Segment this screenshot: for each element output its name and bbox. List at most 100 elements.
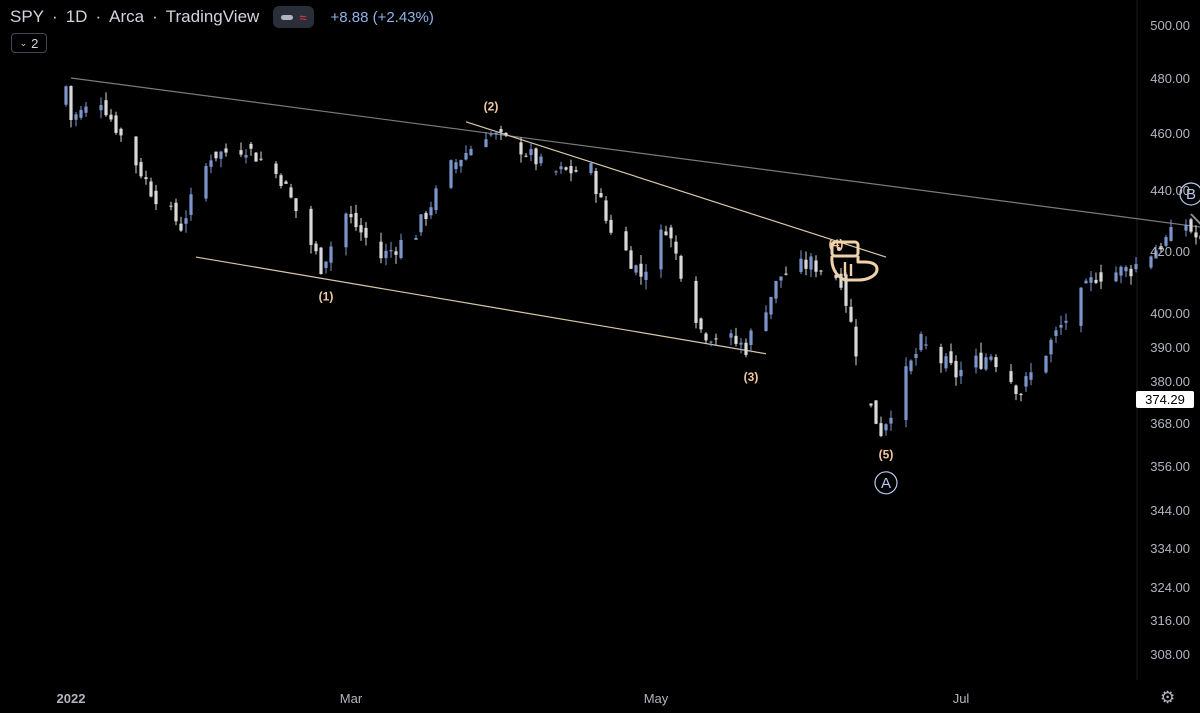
candle-body: [279, 175, 283, 186]
candle-body: [519, 142, 523, 155]
candles: [64, 85, 1200, 438]
candle-body: [104, 100, 108, 116]
candle-body: [874, 400, 878, 424]
price-tick-label: 400.00: [1150, 306, 1190, 321]
candle-body: [559, 166, 563, 170]
candle-body: [814, 260, 818, 272]
time-tick-label: 2022: [57, 691, 86, 706]
candle-body: [324, 261, 328, 269]
candle-body: [189, 194, 193, 215]
candle-body: [714, 338, 718, 340]
candle-body: [679, 255, 683, 279]
candle-body: [1189, 219, 1193, 232]
candle-body: [454, 162, 458, 170]
candle-body: [844, 274, 848, 306]
candle-body: [809, 256, 813, 270]
candle-body: [1049, 339, 1053, 355]
price-axis: 500.00 480.00 460.00 440.00 420.00 400.00 390.…: [1150, 18, 1190, 662]
candle-body: [944, 356, 948, 369]
candle-body: [564, 167, 568, 170]
candle-body: [354, 212, 358, 228]
candle-body: [634, 265, 638, 273]
candle-body: [179, 223, 183, 231]
candle-body: [239, 150, 243, 155]
candle-body: [389, 250, 393, 252]
candle-body: [74, 114, 78, 120]
candle-body: [1094, 279, 1098, 283]
candle-body: [109, 114, 113, 120]
candle-body: [1134, 264, 1138, 270]
candle-body: [84, 106, 88, 113]
wave-labels: (1)(2)(3)(4)(5)AB12345(1)(2): [319, 100, 1200, 495]
trendline-wave-zigzag[interactable]: [1190, 213, 1200, 517]
candle-body: [879, 423, 883, 436]
trendline-channel-upper-1[interactable]: [465, 121, 887, 258]
candle-body: [729, 333, 733, 338]
market-status-pill[interactable]: ≈: [273, 6, 315, 28]
price-tick-label: 480.00: [1150, 71, 1190, 86]
symbol-label[interactable]: SPY: [10, 7, 45, 26]
candle-body: [884, 424, 888, 431]
wave-label-circle: A: [881, 475, 891, 492]
gear-icon[interactable]: ⚙: [1160, 688, 1176, 707]
candle-body: [504, 132, 508, 136]
candle-body: [914, 354, 918, 358]
candle-body: [449, 160, 453, 188]
candle-body: [494, 132, 498, 135]
price-tick-label: 440.00: [1150, 183, 1190, 198]
candle-body: [394, 251, 398, 255]
candle-body: [1014, 385, 1018, 394]
indicators-toggle-button[interactable]: ⌄ 2: [11, 33, 47, 53]
candle-body: [594, 171, 598, 195]
candle-body: [1169, 227, 1173, 241]
price-tick-label: 334.00: [1150, 541, 1190, 556]
candle-body: [624, 231, 628, 251]
trendline-major-resistance[interactable]: [70, 77, 1200, 313]
candle-body: [294, 198, 298, 212]
candle-body: [744, 342, 748, 355]
candle-body: [974, 355, 978, 368]
candle-body: [1164, 237, 1168, 246]
time-tick-label: May: [644, 691, 669, 706]
trendline-channel-lower-1[interactable]: [195, 256, 767, 355]
price-tick-label: 420.00: [1150, 244, 1190, 259]
candle-body: [949, 351, 953, 364]
candle-body: [1059, 324, 1063, 328]
candle-body: [539, 156, 543, 164]
candle-body: [659, 229, 663, 270]
price-tick-label: 316.00: [1150, 613, 1190, 628]
candle-body: [589, 163, 593, 174]
interval-label[interactable]: 1D: [65, 7, 88, 26]
candle-body: [639, 263, 643, 277]
wave-circle: [1179, 182, 1200, 206]
candle-body: [994, 357, 998, 368]
candle-body: [664, 231, 668, 236]
candle-body: [254, 152, 258, 162]
wave-circle: [874, 471, 898, 495]
candle-body: [134, 136, 138, 166]
candle-body: [1044, 355, 1048, 373]
candle-body: [819, 270, 823, 272]
candle-body: [869, 403, 873, 406]
candle-body: [224, 148, 228, 153]
candle-body: [459, 160, 463, 167]
price-tick-label: 344.00: [1150, 503, 1190, 518]
approx-wave-icon: ≈: [299, 9, 307, 25]
candle-body: [629, 250, 633, 269]
candle-body: [1019, 393, 1023, 395]
candle-body: [529, 149, 533, 156]
pointing-hand-icon: [830, 240, 879, 282]
trendlines: [70, 77, 1200, 517]
candle-body: [489, 134, 493, 136]
candle-body: [364, 227, 368, 238]
candle-body: [244, 155, 248, 158]
candle-body: [924, 344, 928, 346]
candle-body: [779, 276, 783, 281]
indicators-count: 2: [31, 35, 39, 51]
candle-body: [114, 115, 118, 133]
candle-body: [1089, 277, 1093, 283]
price-tick-label: 324.00: [1150, 580, 1190, 595]
candle-body: [284, 181, 288, 184]
candle-body: [274, 163, 278, 174]
